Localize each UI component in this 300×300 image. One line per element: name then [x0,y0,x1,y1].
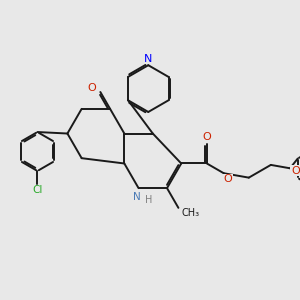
Text: O: O [291,166,300,176]
Text: N: N [133,191,141,202]
Text: O: O [88,83,96,93]
Text: Cl: Cl [32,185,43,195]
Text: CH₃: CH₃ [182,208,200,218]
Text: N: N [144,54,152,64]
Text: O: O [202,132,211,142]
Text: O: O [224,174,233,184]
Text: H: H [146,194,153,205]
